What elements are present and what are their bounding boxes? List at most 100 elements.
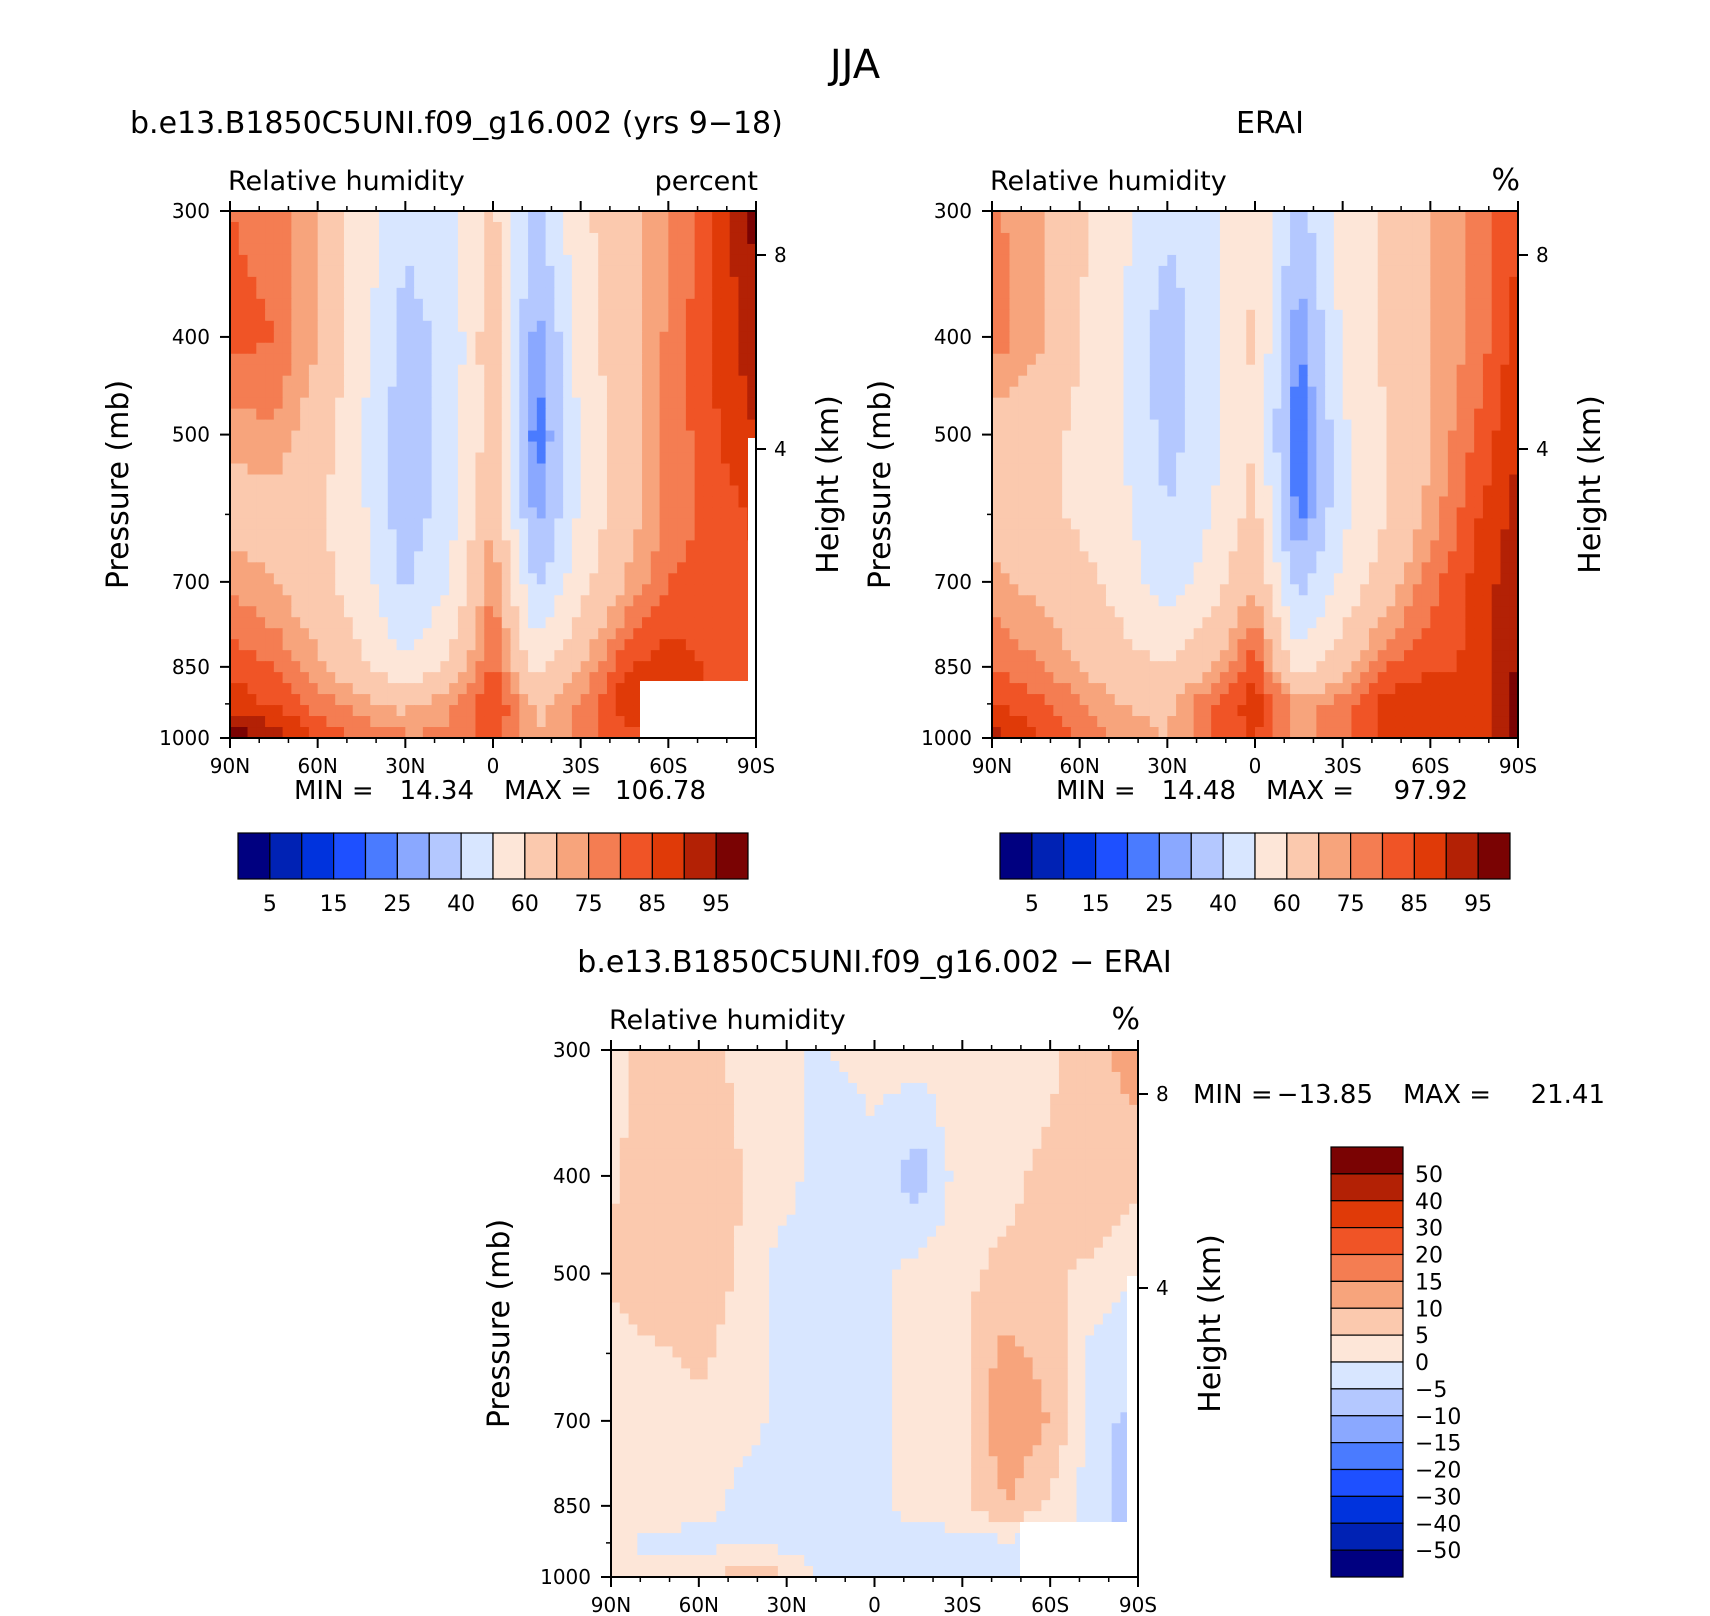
contour-cell [422,287,433,300]
contour-cell [387,419,398,432]
contour-cell [677,650,687,662]
contour-cell [1430,320,1440,333]
contour-cell [1105,331,1116,344]
contour-cell [720,353,731,366]
contour-cell [1255,375,1265,388]
contour-cell [1439,221,1449,234]
contour-cell [1053,287,1063,300]
contour-cell [1141,573,1151,585]
contour-cell [1430,342,1440,355]
colorbar-swatch [237,832,271,880]
contour-cell [1377,386,1388,399]
contour-cell [1237,507,1247,520]
contour-cell [738,265,748,278]
contour-cell [1421,485,1431,498]
contour-cell [1404,441,1414,454]
contour-cell [1325,507,1335,520]
contour-cell [1176,419,1186,432]
contour-cell [685,364,696,377]
contour-cell [510,606,520,618]
contour-cell [1316,265,1326,278]
contour-cell [659,463,669,476]
contour-cell [1509,430,1519,443]
contour-cell [300,485,310,498]
contour-cell [1237,474,1247,487]
contour-cell [466,408,477,421]
contour-cell [1255,342,1265,355]
contour-cell [352,606,363,618]
contour-cell [1149,474,1160,487]
contour-cell [1491,298,1502,311]
contour-cell [317,650,328,662]
contour-cell [291,287,301,300]
contour-cell [335,287,345,300]
contour-cell [449,518,459,530]
contour-cell [519,496,529,509]
contour-cell [563,573,573,585]
contour-cell [1202,211,1212,223]
contour-cell [300,606,310,618]
contour-cell [1465,243,1475,256]
contour-cell [545,342,555,355]
contour-cell [729,309,740,322]
contour-cell [536,342,547,355]
contour-cell [1114,408,1125,421]
contour-cell [650,452,661,465]
contour-cell [677,452,687,465]
contour-cell [1202,540,1212,552]
contour-cell [273,661,284,673]
contour-cell [1193,408,1203,421]
contour-cell [1123,397,1133,410]
contour-cell [1219,320,1230,333]
contour-cell [1439,375,1449,388]
contour-cell [1298,562,1309,574]
contour-cell [642,309,652,322]
contour-cell [1141,419,1151,432]
contour-cell [370,562,380,574]
contour-cell [545,650,555,662]
contour-cell [1193,353,1203,366]
contour-cell [387,518,398,530]
contour-cell [1246,386,1256,399]
contour-cell [449,353,459,366]
contour-cell [1474,265,1484,278]
contour-cell [992,232,1002,245]
contour-cell [668,287,678,300]
contour-cell [1500,386,1510,399]
contour-cell [712,485,722,498]
contour-cell [642,474,652,487]
contour-cell [431,672,441,684]
contour-cell [580,705,591,717]
contour-cell [449,386,459,399]
contour-cell [1307,474,1317,487]
contour-cell [528,661,538,673]
contour-cell [422,694,433,706]
contour-cell [1062,386,1072,399]
contour-cell [1149,265,1160,278]
contour-cell [361,672,371,684]
contour-cell [431,639,441,651]
contour-cell [729,265,740,278]
contour-cell [493,507,503,520]
contour-cell [1447,507,1458,520]
contour-cell [291,551,301,563]
contour-cell [466,562,477,574]
contour-cell [273,276,284,289]
contour-cell [606,364,617,377]
contour-cell [1184,419,1195,432]
contour-cell [1325,331,1335,344]
contour-cell [457,595,468,607]
contour-cell [1009,507,1019,520]
contour-cell [317,727,328,739]
contour-cell [1500,298,1510,311]
contour-cell [1228,507,1239,520]
contour-cell [343,320,354,333]
contour-cell [1184,573,1195,585]
contour-cell [1158,353,1168,366]
contour-cell [1105,562,1116,574]
contour-cell [1211,265,1221,278]
contour-cell [1158,441,1168,454]
contour-cell [668,364,678,377]
contour-cell [571,518,582,530]
contour-cell [1509,507,1519,520]
